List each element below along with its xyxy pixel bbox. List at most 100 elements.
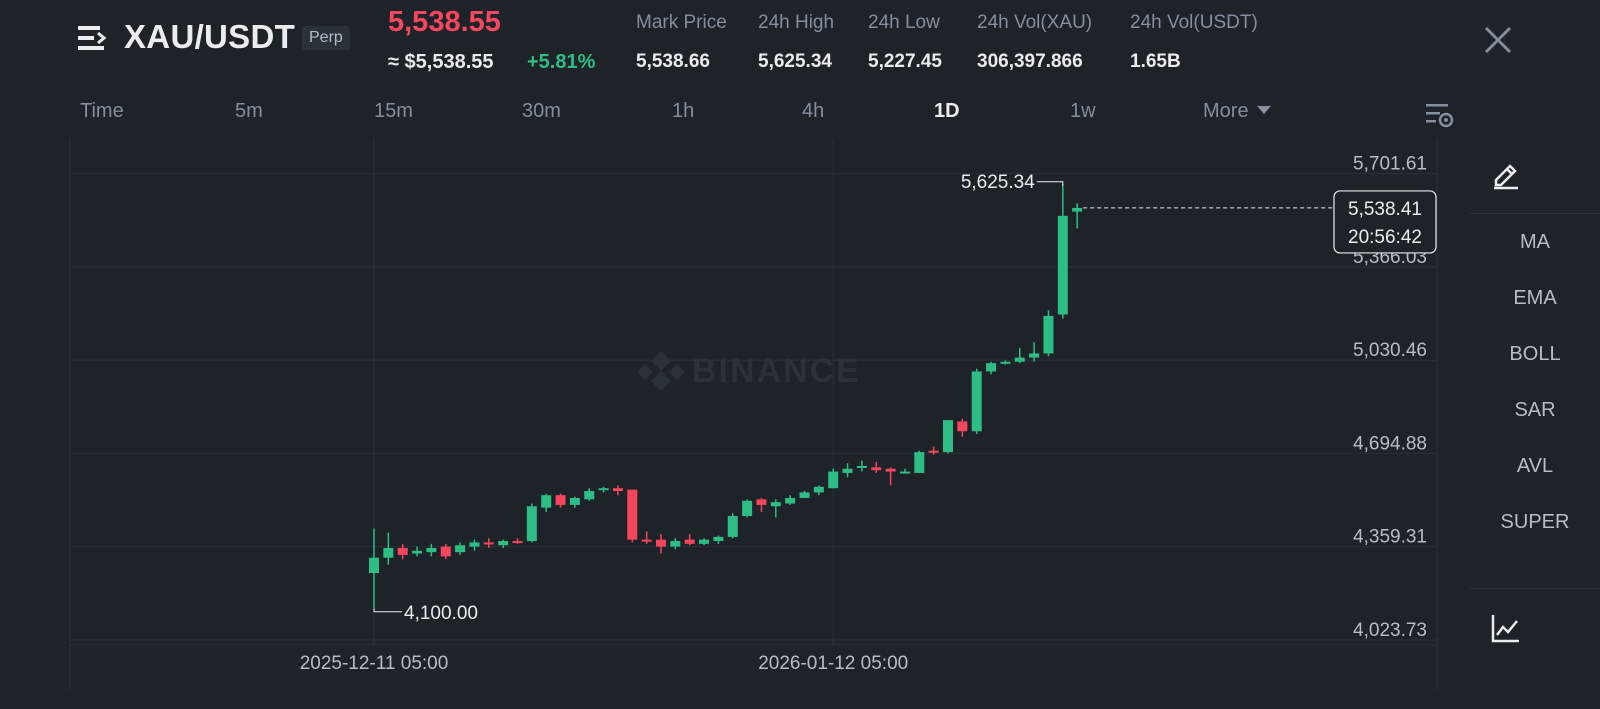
candle-body — [770, 502, 781, 507]
candle[interactable] — [871, 461, 882, 473]
candle[interactable] — [828, 468, 839, 489]
price-chart[interactable]: BINANCE 5,701.61 5,366.03 5,030.46 4,694.88… — [0, 138, 1470, 690]
timeframe-more[interactable]: More — [1203, 100, 1271, 123]
candle-body — [383, 547, 394, 558]
candle[interactable] — [986, 361, 997, 375]
timeframe-1w[interactable]: 1w — [1070, 100, 1096, 122]
candle-body — [656, 539, 666, 547]
timeframe-1h[interactable]: 1h — [672, 100, 695, 122]
candle-body — [914, 452, 925, 473]
candle-body — [885, 468, 896, 472]
candle-body — [555, 495, 566, 505]
candle[interactable] — [742, 499, 753, 518]
candle[interactable] — [1043, 310, 1054, 357]
timeframe-4h[interactable]: 4h — [802, 100, 825, 122]
candle[interactable] — [799, 491, 810, 498]
candle-body — [799, 492, 810, 498]
candle[interactable] — [483, 538, 494, 548]
candle-body — [842, 468, 853, 473]
candle[interactable] — [943, 420, 953, 454]
candle-body — [612, 488, 623, 492]
candle[interactable] — [1000, 360, 1011, 365]
candle[interactable] — [641, 531, 652, 544]
indicator-boll[interactable]: BOLL — [1509, 343, 1561, 365]
candle[interactable] — [684, 534, 695, 546]
stat-label: 24h Vol(XAU) — [977, 12, 1093, 33]
pair-name[interactable]: XAU/USDT — [124, 18, 296, 55]
timeframe-1d[interactable]: 1D — [934, 100, 960, 122]
candle[interactable] — [440, 543, 451, 560]
menu-icon[interactable] — [78, 24, 108, 52]
candle[interactable] — [914, 450, 925, 473]
stat-label: 24h High — [758, 12, 835, 33]
contract-type-badge: Perp — [302, 26, 350, 50]
indicator-avl[interactable]: AVL — [1516, 455, 1554, 477]
chart-settings-icon[interactable] — [1424, 100, 1456, 130]
candle[interactable] — [512, 538, 523, 544]
y-tick-label: 5,701.61 — [1353, 154, 1427, 175]
candle[interactable] — [612, 485, 623, 496]
timeframe-more-label: More — [1203, 100, 1249, 122]
candle-body — [483, 542, 494, 545]
candle[interactable] — [670, 538, 681, 550]
candle[interactable] — [713, 535, 724, 544]
timeframe-30m[interactable]: 30m — [522, 100, 561, 122]
candle[interactable] — [928, 446, 939, 455]
high-marker-line — [1036, 181, 1064, 186]
candle[interactable] — [412, 546, 423, 557]
pencil-draw-icon[interactable] — [1490, 158, 1522, 190]
candle[interactable] — [455, 542, 466, 555]
timeframe-15m[interactable]: 15m — [374, 100, 413, 122]
candle[interactable] — [699, 538, 710, 546]
candle[interactable] — [856, 460, 867, 472]
stat-24h-vol-usdt: 24h Vol(USDT) 1.65B — [1130, 12, 1258, 73]
candle[interactable] — [885, 467, 896, 486]
candle[interactable] — [957, 418, 968, 437]
close-icon[interactable] — [1482, 24, 1514, 56]
candle[interactable] — [598, 486, 609, 493]
timeframe-5m[interactable]: 5m — [235, 100, 263, 122]
candle-body — [713, 536, 724, 542]
candle[interactable] — [426, 543, 437, 557]
candle[interactable] — [369, 528, 379, 608]
indicator-ma[interactable]: MA — [1520, 231, 1550, 253]
candle[interactable] — [498, 539, 509, 548]
candle[interactable] — [383, 532, 394, 565]
x-tick-label: 2025-12-11 05:00 — [300, 653, 449, 674]
indicator-super[interactable]: SUPER — [1500, 511, 1570, 533]
candle[interactable] — [1057, 183, 1068, 319]
candle[interactable] — [1029, 342, 1040, 362]
candle-body — [684, 539, 695, 544]
candle[interactable] — [397, 543, 408, 560]
candle[interactable] — [727, 513, 738, 539]
candle[interactable] — [1014, 347, 1025, 364]
candle[interactable] — [469, 539, 480, 551]
candle-body — [943, 420, 953, 453]
caret-down-icon — [1256, 106, 1271, 114]
indicator-sar[interactable]: SAR — [1514, 399, 1556, 421]
candle[interactable] — [584, 488, 595, 501]
candle-body — [1057, 215, 1068, 315]
candle[interactable] — [756, 497, 767, 512]
candle-body — [1043, 315, 1054, 354]
candle[interactable] — [555, 493, 566, 508]
indicator-ema[interactable]: EMA — [1513, 287, 1557, 309]
candle-body — [670, 541, 681, 547]
candlestick-chart[interactable]: BINANCE 5,701.615,366.035,030.464,694.88… — [0, 138, 1470, 690]
candle[interactable] — [785, 495, 796, 505]
candle[interactable] — [627, 489, 638, 543]
candle[interactable] — [842, 463, 853, 478]
candle[interactable] — [971, 368, 982, 435]
candle[interactable] — [656, 534, 666, 554]
candle[interactable] — [526, 503, 537, 543]
line-chart-icon[interactable] — [1490, 612, 1522, 644]
candle[interactable] — [899, 468, 910, 474]
candle[interactable] — [569, 496, 580, 508]
candle[interactable] — [813, 485, 824, 496]
timeframe-time[interactable]: Time — [80, 100, 124, 122]
candle[interactable] — [770, 499, 781, 518]
candle-body — [971, 371, 982, 432]
candle[interactable] — [1072, 203, 1083, 229]
candle-body — [526, 506, 537, 542]
candle[interactable] — [541, 493, 552, 512]
